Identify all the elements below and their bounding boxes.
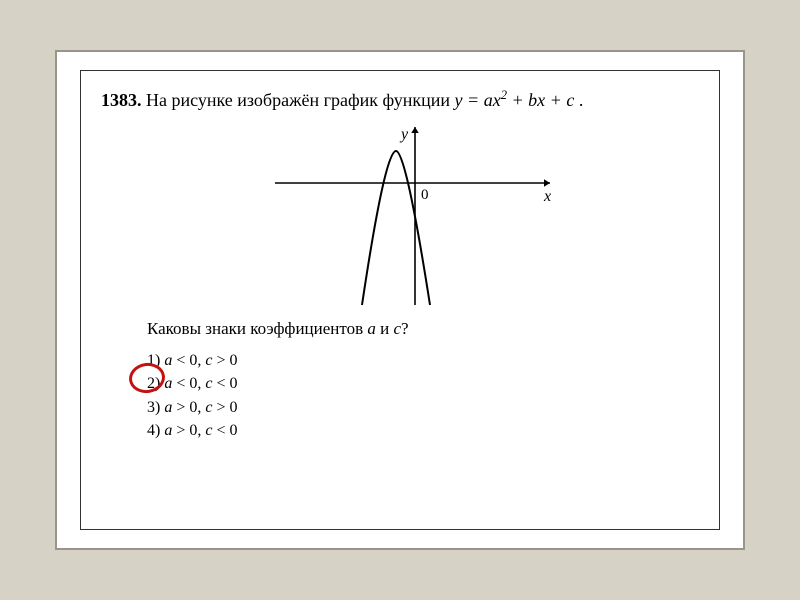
formula-bx: bx: [528, 90, 545, 110]
problem-number: 1383.: [101, 90, 142, 110]
formula-dot: .: [579, 90, 584, 110]
formula-c: c: [566, 90, 574, 110]
formula-plus1: +: [507, 90, 528, 110]
formula-ax: ax: [484, 90, 501, 110]
svg-text:0: 0: [421, 187, 429, 203]
answer-3-crel: > 0: [212, 399, 237, 416]
answer-1: 1) a < 0, c > 0: [147, 349, 699, 372]
problem-statement: 1383. На рисунке изображён график функци…: [101, 87, 699, 113]
question-qmark: ?: [401, 319, 409, 338]
answer-2: 2) a < 0, c < 0: [147, 372, 699, 395]
content-box: 1383. На рисунке изображён график функци…: [80, 70, 720, 530]
answer-3: 3) a > 0, c > 0: [147, 396, 699, 419]
question-c: c: [393, 319, 401, 338]
formula-y: y: [455, 90, 463, 110]
answer-2-crel: < 0: [212, 375, 237, 392]
question-text: Каковы знаки коэффициентов: [147, 319, 367, 338]
answer-4: 4) a > 0, c < 0: [147, 419, 699, 442]
question-a: a: [367, 319, 376, 338]
svg-text:y: y: [399, 126, 409, 143]
answer-4-crel: < 0: [212, 422, 237, 439]
answer-4-arel: > 0,: [172, 422, 205, 439]
chart-container: y x 0: [101, 121, 699, 311]
svg-text:x: x: [543, 188, 551, 205]
answer-4-num: 4): [147, 422, 160, 439]
formula: y = ax2 + bx + c: [455, 90, 579, 110]
answers-list: 1) a < 0, c > 0 2) a < 0, c < 0 3) a > 0…: [147, 349, 699, 442]
problem-intro: На рисунке изображён график функции: [146, 90, 450, 110]
answer-2-arel: < 0,: [172, 375, 205, 392]
answer-3-num: 3): [147, 399, 160, 416]
question-and: и: [376, 319, 394, 338]
formula-plus2: +: [545, 90, 566, 110]
formula-eq: =: [463, 90, 484, 110]
answer-1-arel: < 0,: [172, 352, 205, 369]
answer-1-crel: > 0: [212, 352, 237, 369]
slide-frame: 1383. На рисунке изображён график функци…: [55, 50, 745, 550]
parabola-chart: y x 0: [220, 121, 580, 311]
question: Каковы знаки коэффициентов a и c?: [147, 319, 699, 339]
answer-3-arel: > 0,: [172, 399, 205, 416]
